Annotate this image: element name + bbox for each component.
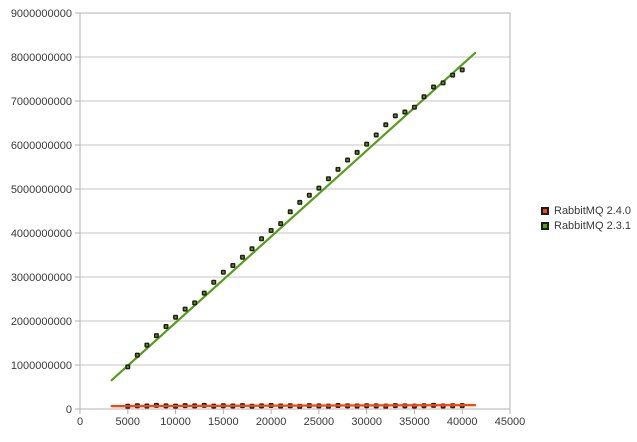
x-axis-tick-label: 35000 — [399, 416, 430, 428]
legend-swatch-rabbitmq-240-icon — [541, 207, 549, 215]
data-point-rabbitmq-231-center — [289, 210, 292, 213]
data-point-rabbitmq-231-center — [212, 281, 215, 284]
trend-line-rabbitmq-231 — [110, 51, 477, 382]
data-point-rabbitmq-231-center — [165, 325, 167, 328]
data-point-rabbitmq-231-center — [222, 271, 225, 274]
data-point-rabbitmq-231-center — [145, 344, 148, 347]
data-point-rabbitmq-231-center — [423, 95, 425, 98]
x-axis-tick-label: 45000 — [495, 416, 526, 428]
data-point-rabbitmq-231-center — [174, 316, 177, 319]
data-point-rabbitmq-231-center — [241, 256, 244, 259]
y-axis-tick-label: 3000000000 — [11, 272, 72, 284]
y-axis-tick-label: 2000000000 — [11, 316, 72, 328]
legend-swatch-center — [543, 224, 547, 228]
x-axis-tick-label: 10000 — [160, 416, 191, 428]
data-point-rabbitmq-231-center — [298, 201, 301, 204]
data-point-rabbitmq-231-center — [279, 222, 282, 225]
data-point-rabbitmq-231-center — [327, 177, 330, 180]
data-point-rabbitmq-231-center — [136, 354, 139, 357]
x-axis-tick-label: 0 — [77, 416, 83, 428]
data-point-rabbitmq-231-center — [461, 68, 464, 71]
data-point-rabbitmq-231-center — [413, 106, 416, 109]
y-axis-tick-label: 0 — [66, 404, 72, 416]
data-point-rabbitmq-231-center — [451, 74, 454, 77]
legend-item-rabbitmq-231: RabbitMQ 2.3.1 — [541, 220, 631, 232]
x-axis-tick-label: 25000 — [304, 416, 335, 428]
data-point-rabbitmq-231-center — [126, 365, 129, 368]
data-point-rabbitmq-231-center — [203, 292, 206, 295]
y-axis-tick-label: 4000000000 — [11, 228, 72, 240]
y-axis-tick-label: 7000000000 — [11, 96, 72, 108]
data-point-rabbitmq-231-center — [346, 159, 349, 162]
y-axis-tick-label: 5000000000 — [11, 184, 72, 196]
y-axis-tick-label: 1000000000 — [11, 360, 72, 372]
data-point-rabbitmq-231-center — [317, 187, 320, 190]
legend-swatch-rabbitmq-231-icon — [541, 222, 549, 230]
data-point-rabbitmq-231-center — [442, 81, 445, 84]
x-axis-tick-label: 15000 — [208, 416, 239, 428]
chart-legend: RabbitMQ 2.4.0 RabbitMQ 2.3.1 — [541, 205, 631, 232]
legend-item-rabbitmq-240: RabbitMQ 2.4.0 — [541, 205, 631, 217]
data-point-rabbitmq-231-center — [270, 229, 273, 232]
legend-swatch-center — [543, 209, 547, 213]
x-axis-tick-label: 20000 — [256, 416, 287, 428]
legend-label-rabbitmq-240: RabbitMQ 2.4.0 — [554, 205, 632, 217]
legend-label-rabbitmq-231: RabbitMQ 2.3.1 — [554, 220, 632, 232]
data-point-rabbitmq-231-center — [365, 143, 368, 146]
data-point-rabbitmq-231-center — [155, 334, 158, 337]
data-point-rabbitmq-231-center — [394, 114, 397, 117]
data-point-rabbitmq-231-center — [193, 301, 196, 304]
x-axis-tick-label: 30000 — [351, 416, 382, 428]
y-axis-tick-label: 9000000000 — [11, 8, 72, 20]
x-axis-tick-label: 40000 — [447, 416, 478, 428]
data-point-rabbitmq-231-center — [308, 194, 311, 197]
data-point-rabbitmq-231-center — [432, 86, 435, 89]
data-point-rabbitmq-231-center — [375, 133, 378, 136]
data-point-rabbitmq-231-center — [184, 308, 187, 311]
y-axis-tick-label: 8000000000 — [11, 52, 72, 64]
y-axis-tick-label: 6000000000 — [11, 140, 72, 152]
data-point-rabbitmq-231-center — [251, 247, 253, 250]
plot-border — [79, 12, 511, 410]
trend-line-rabbitmq-240 — [110, 404, 477, 408]
data-point-rabbitmq-231-center — [384, 123, 387, 126]
x-axis-tick-label: 5000 — [116, 416, 140, 428]
data-point-rabbitmq-231-center — [403, 111, 406, 114]
data-point-rabbitmq-231-center — [231, 264, 234, 267]
data-point-rabbitmq-231-center — [356, 151, 359, 154]
data-point-rabbitmq-231-center — [260, 237, 263, 240]
data-point-rabbitmq-231-center — [337, 168, 339, 171]
